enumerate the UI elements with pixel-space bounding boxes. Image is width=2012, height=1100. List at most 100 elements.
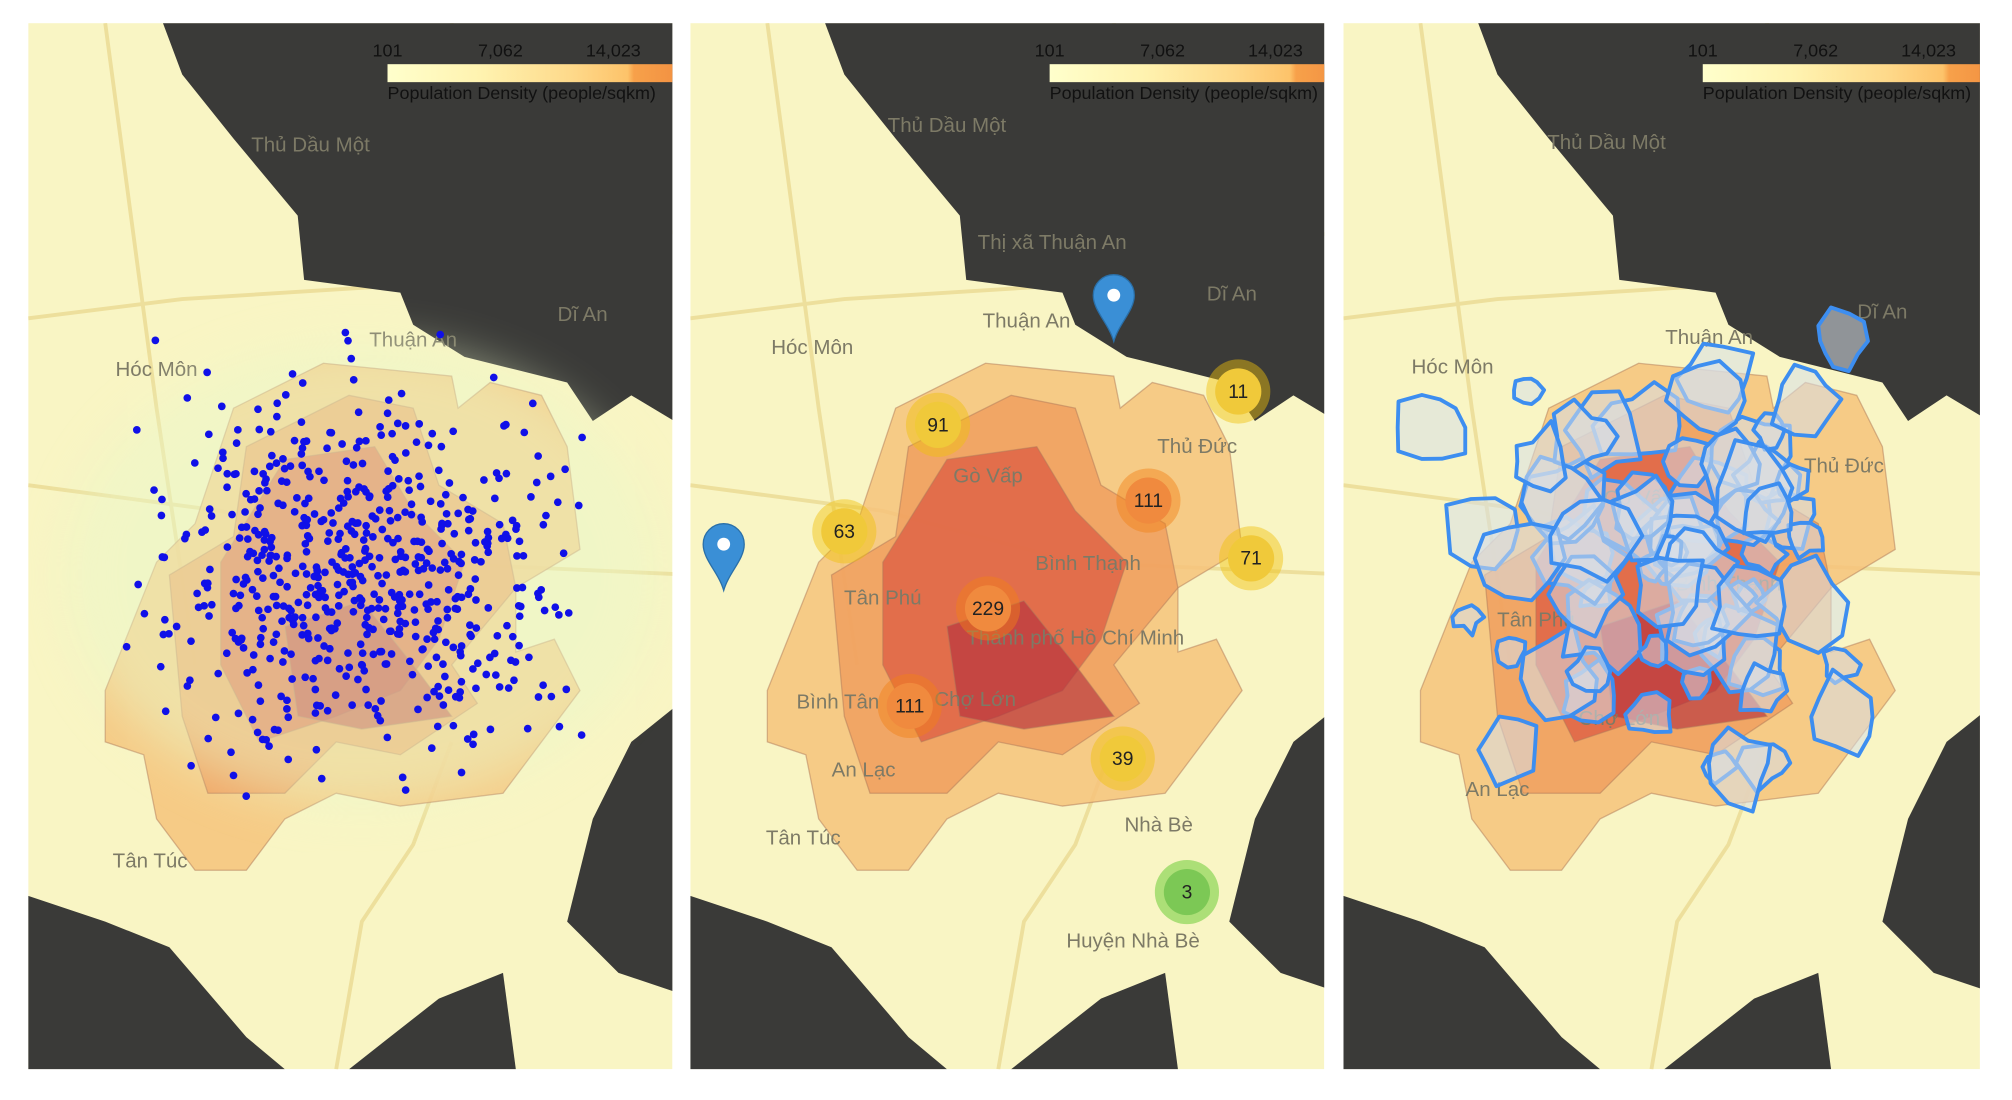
- point: [444, 585, 453, 594]
- point: [227, 748, 235, 757]
- place-label: Dĩ An: [1857, 300, 1907, 323]
- point: [304, 467, 312, 476]
- point: [259, 624, 268, 633]
- point: [471, 538, 480, 547]
- point: [495, 683, 504, 691]
- point: [426, 497, 435, 506]
- point: [383, 409, 392, 418]
- point: [267, 543, 276, 552]
- point: [277, 477, 286, 485]
- location-pin[interactable]: [1092, 274, 1135, 344]
- legend-title: Population Density (people/sqkm): [1050, 83, 1318, 103]
- cluster-count: 39: [1112, 749, 1133, 770]
- point: [205, 505, 214, 514]
- point: [424, 662, 433, 671]
- point: [348, 701, 357, 709]
- point: [532, 478, 541, 487]
- point: [463, 735, 472, 743]
- point: [288, 675, 296, 683]
- point: [235, 601, 243, 610]
- point: [311, 709, 320, 717]
- point: [358, 459, 367, 468]
- water-region: [28, 895, 285, 1070]
- cluster[interactable]: 111: [877, 673, 942, 739]
- point: [303, 515, 312, 524]
- cluster[interactable]: 11: [1206, 359, 1271, 424]
- point: [390, 593, 399, 601]
- water-region: [349, 972, 516, 1070]
- location-pin[interactable]: [702, 523, 745, 593]
- point: [132, 426, 141, 434]
- point: [378, 525, 387, 534]
- cluster-outline: [1710, 563, 1787, 639]
- point: [256, 640, 265, 649]
- point: [344, 336, 352, 345]
- cluster[interactable]: 111: [1116, 468, 1181, 533]
- point: [457, 677, 466, 686]
- place-label: Tân Phú: [844, 587, 922, 610]
- point: [417, 538, 426, 547]
- point: [562, 685, 571, 694]
- point: [271, 592, 280, 601]
- point: [341, 328, 350, 337]
- point: [377, 647, 386, 656]
- point: [472, 596, 480, 604]
- point: [298, 630, 307, 639]
- cluster[interactable]: 39: [1090, 726, 1155, 791]
- point: [466, 630, 475, 639]
- point: [161, 707, 170, 716]
- point: [381, 660, 390, 668]
- cluster[interactable]: 3: [1154, 859, 1220, 925]
- cluster-core: [1125, 477, 1172, 524]
- point: [471, 575, 480, 583]
- point: [317, 774, 326, 783]
- place-label: Hóc Môn: [1412, 356, 1494, 379]
- point: [273, 399, 282, 408]
- cluster[interactable]: 71: [1219, 526, 1284, 591]
- point: [377, 697, 385, 705]
- point: [214, 669, 223, 678]
- cluster-count: 3: [1182, 882, 1193, 903]
- point: [265, 742, 273, 750]
- cluster-core: [1163, 868, 1211, 916]
- cluster[interactable]: 229: [955, 576, 1021, 641]
- cluster[interactable]: 91: [905, 392, 971, 457]
- point: [333, 619, 342, 628]
- water-region: [1343, 895, 1601, 1070]
- point: [362, 685, 370, 694]
- point: [254, 510, 262, 519]
- cluster-count: 11: [1228, 382, 1248, 403]
- point: [433, 597, 441, 606]
- point: [381, 604, 390, 613]
- water-region: [567, 709, 673, 991]
- point: [412, 438, 421, 447]
- point: [327, 509, 336, 517]
- point: [486, 725, 495, 734]
- cluster-outline: [1769, 362, 1844, 439]
- point: [325, 529, 334, 537]
- point: [239, 580, 248, 588]
- point: [356, 601, 365, 610]
- cluster[interactable]: 63: [812, 499, 877, 564]
- point: [323, 656, 332, 665]
- point: [302, 590, 311, 599]
- point: [502, 420, 510, 429]
- point: [449, 721, 458, 730]
- point: [297, 450, 306, 458]
- point: [482, 670, 491, 679]
- point: [542, 511, 550, 520]
- water-region: [1882, 715, 1980, 989]
- point: [397, 389, 406, 398]
- point: [453, 592, 462, 601]
- point: [290, 507, 299, 516]
- point: [519, 551, 528, 560]
- point: [401, 449, 410, 457]
- point: [495, 474, 503, 483]
- point: [228, 510, 236, 519]
- point: [200, 579, 209, 588]
- point: [441, 490, 450, 499]
- water-region: [1011, 972, 1178, 1070]
- point: [411, 618, 420, 627]
